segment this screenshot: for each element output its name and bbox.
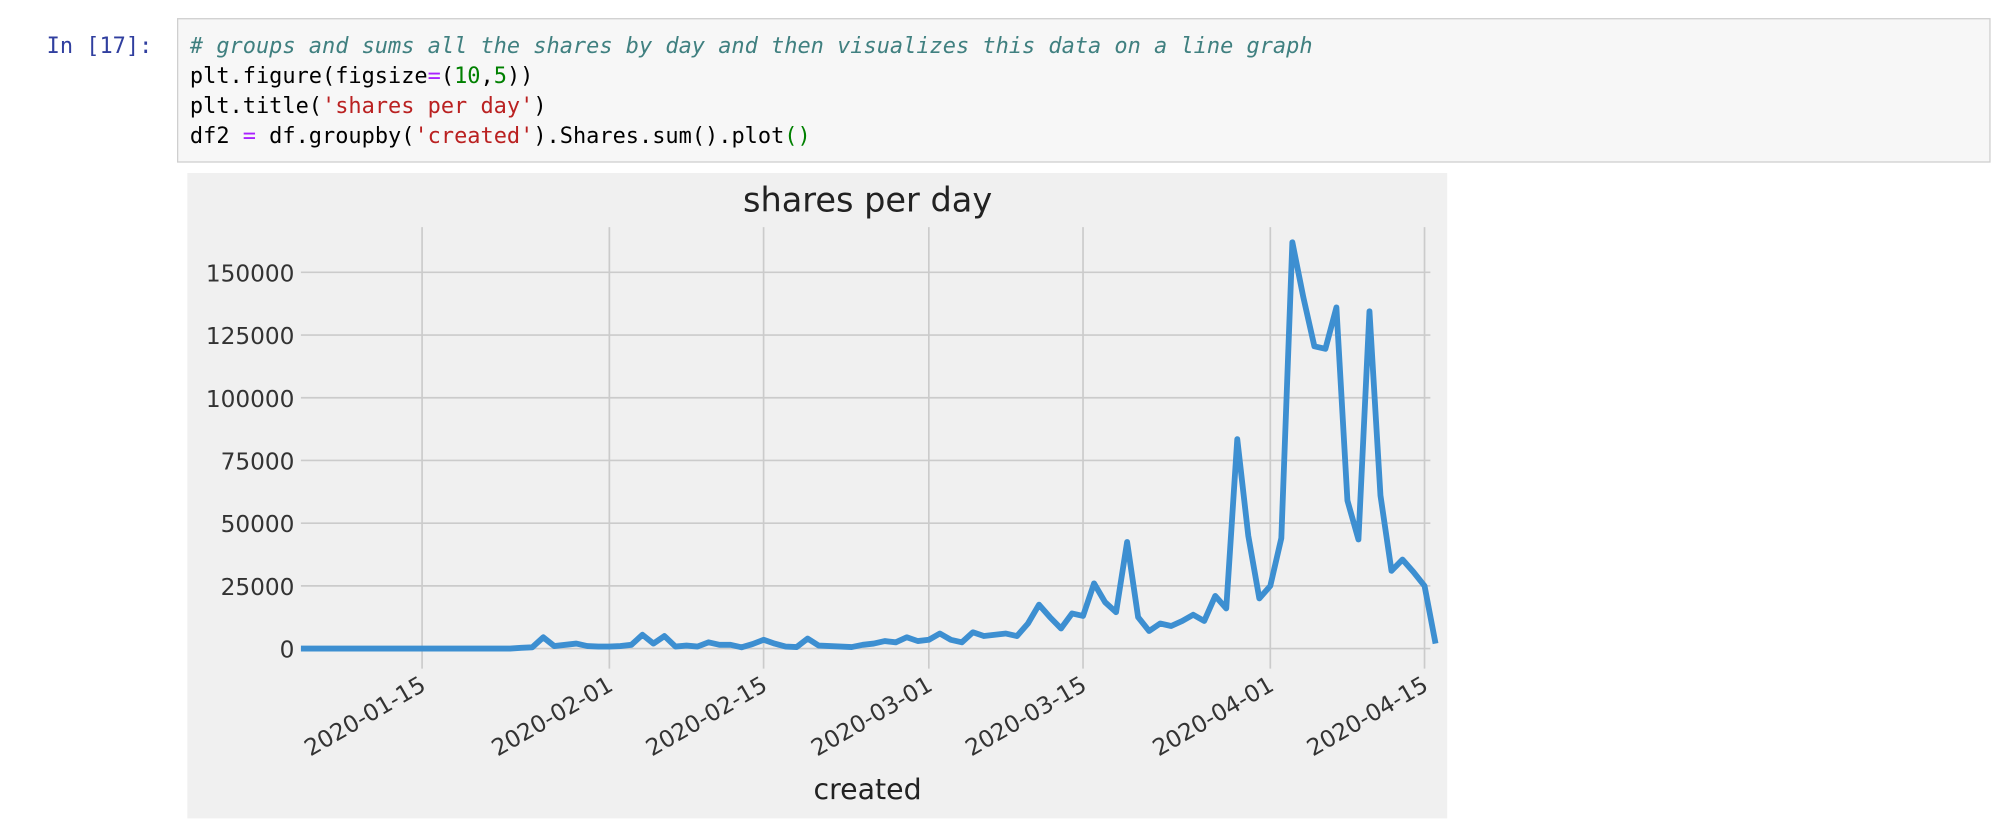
y-tick-label: 25000 xyxy=(221,574,295,601)
code-line: # groups and sums all the shares by day … xyxy=(189,34,1313,59)
code-token: )) xyxy=(507,64,533,89)
code-line: plt.figure(figsize=(10,5)) xyxy=(190,64,533,89)
code-token: df.groupby( xyxy=(256,124,414,149)
code-token: 'created' xyxy=(414,124,533,149)
code-token: # groups and sums all the shares by day … xyxy=(189,34,1313,59)
code-token: = xyxy=(428,64,441,89)
code-line: plt.title('shares per day') xyxy=(190,94,547,119)
code-box xyxy=(177,18,1991,163)
x-axis-label: created xyxy=(814,773,922,806)
chart-title: shares per day xyxy=(743,181,992,220)
y-tick-label: 100000 xyxy=(206,386,295,413)
code-token: () xyxy=(784,124,810,149)
y-tick-label: 50000 xyxy=(221,511,295,538)
code-token: df2 xyxy=(190,124,243,149)
y-tick-label: 125000 xyxy=(206,323,295,350)
code-token: , xyxy=(481,64,494,89)
code-token: plt.title( xyxy=(190,94,322,119)
code-lines: # groups and sums all the shares by day … xyxy=(189,34,1313,149)
data-line xyxy=(300,239,1439,652)
prompt: In [17]: xyxy=(47,34,153,59)
code-token: plt.figure(figsize xyxy=(190,64,428,89)
code-token: = xyxy=(243,124,256,149)
code-line: df2 = df.groupby('created').Shares.sum()… xyxy=(190,124,811,149)
code-token: ) xyxy=(533,94,546,119)
figure xyxy=(187,172,1448,819)
y-tick-label: 75000 xyxy=(221,448,295,475)
code-token: 10 xyxy=(454,64,480,89)
code-token: 5 xyxy=(494,64,507,89)
code-token: ( xyxy=(441,64,454,89)
code-token: 'shares per day' xyxy=(322,94,533,119)
y-tick-label: 150000 xyxy=(206,260,295,287)
code-token: ).Shares.sum().plot xyxy=(533,124,784,149)
y-tick-label: 0 xyxy=(280,637,295,664)
